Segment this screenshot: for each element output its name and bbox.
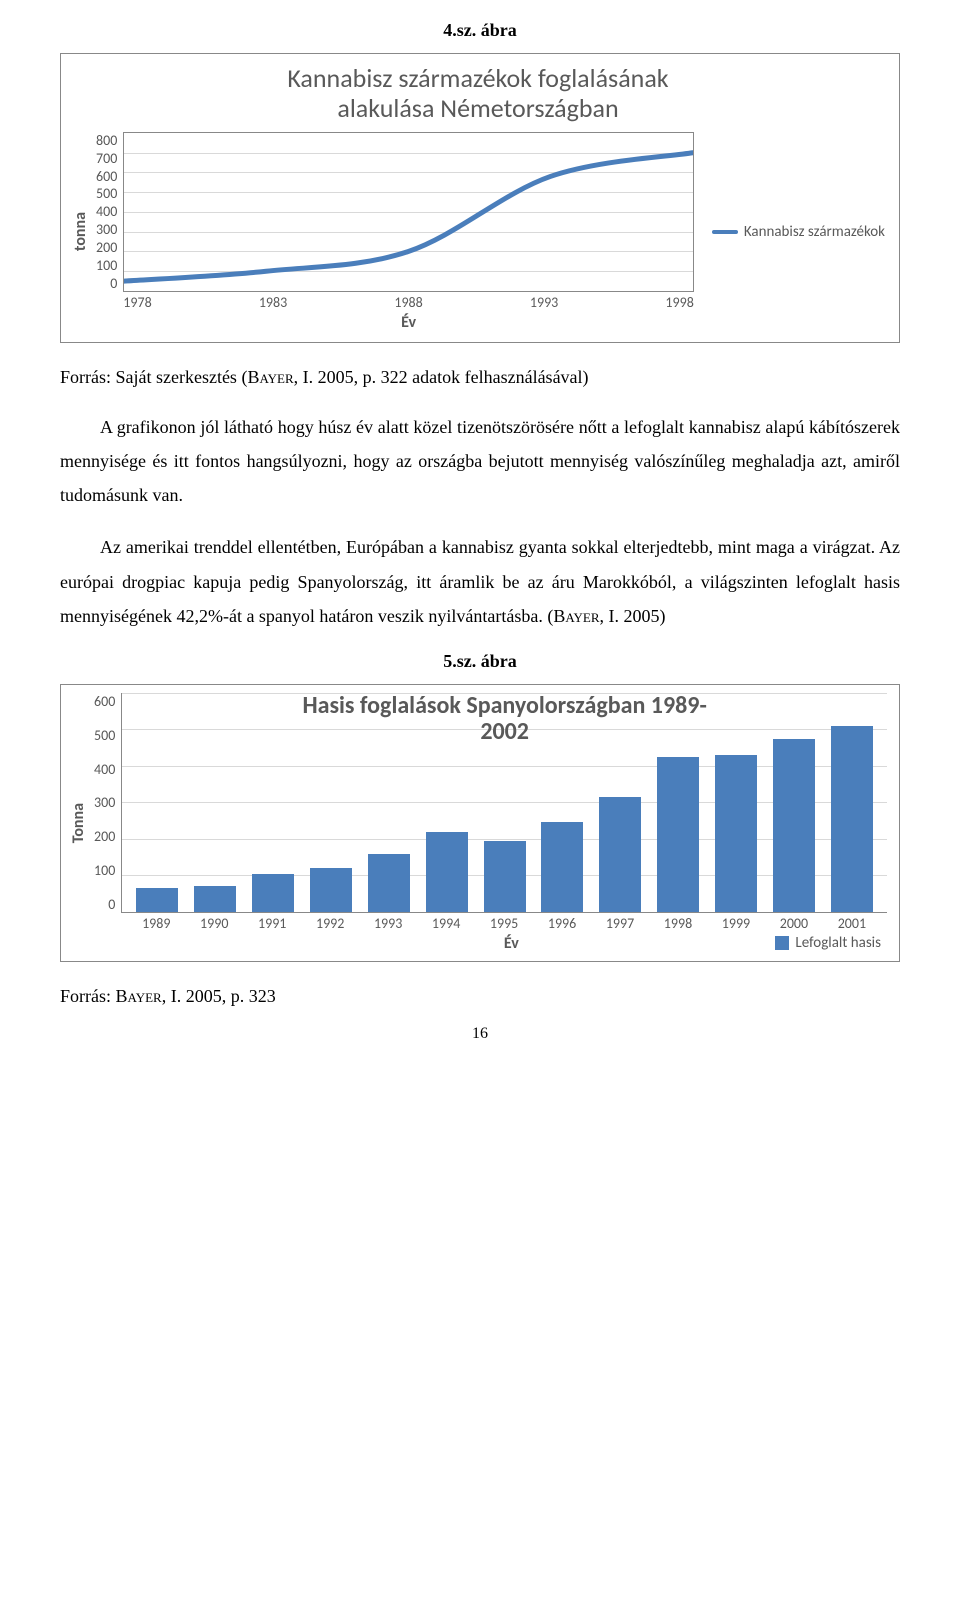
chart1-y-tick: 500 (96, 185, 117, 202)
chart2-bar (541, 822, 583, 911)
chart1-legend-swatch (712, 230, 738, 234)
source2-author: Bayer (116, 986, 162, 1006)
chart1-title-line2: alakulása Németországban (337, 92, 618, 124)
chart1-legend-label: Kannabisz származékok (744, 223, 885, 241)
chart2-plot-area: Hasis foglalások Spanyolországban 1989- … (121, 693, 887, 913)
chart2-bar (194, 886, 236, 912)
chart2-x-axis-label: Év (504, 934, 519, 953)
figure2-label: 5.sz. ábra (60, 651, 900, 672)
source2-suffix: , I. 2005, p. 323 (162, 986, 276, 1006)
chart2-x-ticks: 1989 1990 1991 1992 1993 1994 1995 1996 1997 1998… (121, 913, 887, 932)
chart2-y-tick: 500 (94, 727, 115, 744)
chart2-legend-swatch (775, 936, 789, 950)
chart2-bar (657, 757, 699, 912)
paragraph-1: A grafikonon jól látható hogy húsz év al… (60, 410, 900, 513)
source1-prefix: Forrás: Saját szerkesztés ( (60, 367, 247, 387)
chart2-bar (368, 854, 410, 912)
chart2-legend-label: Lefoglalt hasis (795, 934, 881, 952)
chart2-x-tick: 2000 (773, 915, 815, 932)
chart2-x-tick: 1999 (715, 915, 757, 932)
chart2-bar (310, 868, 352, 912)
chart2-bar (484, 841, 526, 912)
chart2-y-ticks: 600 500 400 300 200 100 0 (94, 693, 115, 913)
chart1-y-tick: 200 (96, 239, 117, 256)
chart2-bar (426, 832, 468, 912)
chart1-x-tick: 1988 (394, 294, 422, 311)
chart1-line-svg (124, 133, 693, 291)
chart1-y-tick: 0 (96, 275, 117, 292)
chart2-y-tick: 400 (94, 761, 115, 778)
paragraph-2-part2: , I. 2005) (600, 606, 666, 626)
chart2-x-tick: 1994 (425, 915, 467, 932)
chart1-legend: Kannabisz származékok (712, 223, 885, 241)
chart1-x-tick: 1998 (665, 294, 693, 311)
chart2-y-tick: 300 (94, 794, 115, 811)
chart2-x-tick: 1991 (251, 915, 293, 932)
chart2-container: Tonna 600 500 400 300 200 100 0 Hasis foglalás… (60, 684, 900, 962)
chart1-y-tick: 400 (96, 203, 117, 220)
paragraph-2-author: Bayer (553, 606, 599, 626)
paragraph-2: Az amerikai trenddel ellentétben, Európá… (60, 530, 900, 633)
chart2-bar (773, 739, 815, 912)
chart2-y-tick: 200 (94, 828, 115, 845)
page-number: 16 (60, 1025, 900, 1043)
chart2-y-tick: 0 (94, 896, 115, 913)
chart2-x-tick: 1995 (483, 915, 525, 932)
chart1-container: Kannabisz származékok foglalásának alaku… (60, 53, 900, 343)
chart1-x-tick: 1993 (530, 294, 558, 311)
chart2-x-tick: 2001 (831, 915, 873, 932)
chart2-bar (715, 755, 757, 912)
chart2-bar (136, 888, 178, 912)
chart1-y-tick: 300 (96, 221, 117, 238)
chart1-y-tick: 800 (96, 132, 117, 149)
chart1-y-axis-label: tonna (71, 212, 90, 251)
chart1-x-tick: 1983 (259, 294, 287, 311)
chart2-x-tick: 1989 (135, 915, 177, 932)
chart1-x-axis-label: Év (123, 313, 694, 332)
chart2-bar (599, 797, 641, 912)
chart2-x-tick: 1996 (541, 915, 583, 932)
chart2-bar (252, 874, 294, 912)
chart1-title-line1: Kannabisz származékok foglalásának (287, 62, 668, 94)
chart2-x-tick: 1990 (193, 915, 235, 932)
chart1-y-tick: 100 (96, 257, 117, 274)
chart1-y-tick: 600 (96, 168, 117, 185)
chart2-x-tick: 1992 (309, 915, 351, 932)
chart2-x-tick: 1998 (657, 915, 699, 932)
chart2-bar (831, 726, 873, 912)
source2-text: Forrás: Bayer, I. 2005, p. 323 (60, 986, 900, 1007)
source1-suffix: , I. 2005, p. 322 adatok felhasználásáva… (294, 367, 589, 387)
chart2-y-tick: 100 (94, 862, 115, 879)
chart1-title: Kannabisz származékok foglalásának alaku… (71, 64, 885, 124)
figure1-label: 4.sz. ábra (60, 20, 900, 41)
chart2-x-tick: 1997 (599, 915, 641, 932)
chart2-legend: Lefoglalt hasis (775, 934, 881, 952)
paragraph-2-part1: Az amerikai trenddel ellentétben, Európá… (60, 537, 900, 625)
source2-prefix: Forrás: (60, 986, 116, 1006)
chart1-x-tick: 1978 (123, 294, 151, 311)
chart1-plot-area (123, 132, 694, 292)
chart1-y-tick: 700 (96, 150, 117, 167)
chart2-y-axis-label: Tonna (69, 803, 88, 843)
source1-text: Forrás: Saját szerkesztés (Bayer, I. 200… (60, 367, 900, 388)
chart2-y-tick: 600 (94, 693, 115, 710)
source1-author: Bayer (247, 367, 293, 387)
chart2-x-tick: 1993 (367, 915, 409, 932)
chart1-y-ticks: 8007006005004003002001000 (96, 132, 117, 292)
chart1-x-ticks: 1978 1983 1988 1993 1998 (123, 292, 694, 311)
